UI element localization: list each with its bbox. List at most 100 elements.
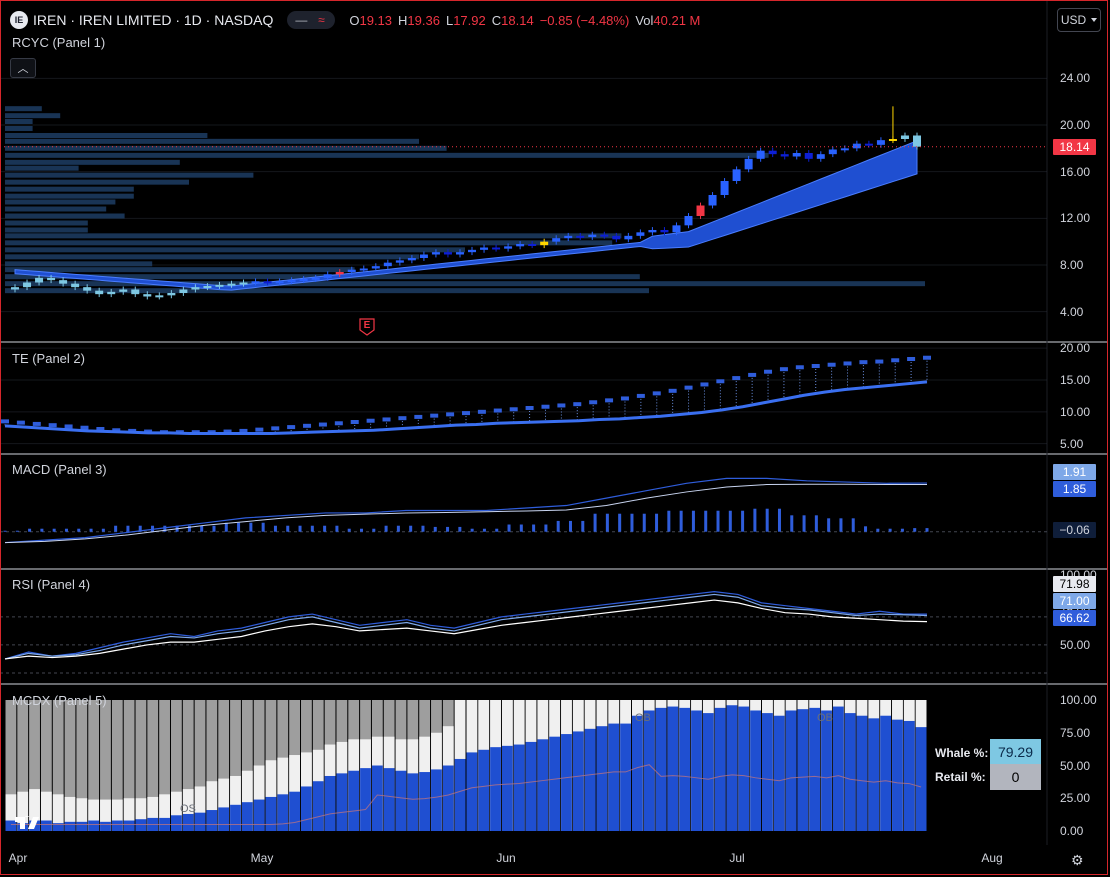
- mcdx-bg-bar: [5, 700, 17, 831]
- macd-histogram-bar: [89, 528, 93, 532]
- macd-histogram-bar: [347, 528, 351, 532]
- candle-body: [864, 143, 873, 146]
- te-cap: [764, 369, 773, 374]
- mcdx-retail-bar: [123, 798, 135, 831]
- currency-selector[interactable]: USD: [1057, 8, 1101, 32]
- volume-profile-bar: [5, 138, 419, 144]
- te-cap: [684, 385, 693, 390]
- te-cap: [907, 357, 916, 361]
- volume-profile-bar: [5, 220, 88, 226]
- mcdx-whale-bar: [253, 799, 265, 831]
- candle-body: [648, 230, 657, 233]
- candle-body: [35, 277, 44, 283]
- macd-histogram-bar: [323, 525, 327, 532]
- signal-badge: 1.85: [1053, 481, 1096, 497]
- candle-body: [107, 291, 116, 295]
- te-cap: [700, 382, 709, 387]
- macd-histogram-bar: [101, 528, 105, 532]
- mcdx-bg-bar: [241, 700, 253, 831]
- mcdx-whale-bar: [218, 807, 230, 831]
- macd-histogram-bar: [519, 524, 523, 532]
- macd-histogram-bar: [544, 524, 548, 532]
- macd-histogram-bar: [482, 528, 486, 532]
- volume-profile-bar: [5, 159, 180, 165]
- mcdx-whale-bar: [643, 710, 655, 831]
- macd-histogram-bar: [556, 520, 560, 532]
- mcdx-whale-bar: [691, 710, 702, 831]
- symbol-title[interactable]: IREN · IREN LIMITED · 1D · NASDAQ: [33, 12, 274, 28]
- collapse-button[interactable]: ︿: [10, 58, 36, 78]
- mcdx-whale-bar: [88, 820, 100, 831]
- candle-body: [131, 289, 140, 295]
- earnings-marker[interactable]: E: [359, 318, 375, 336]
- macd-histogram-bar: [532, 524, 536, 532]
- te-cap: [334, 421, 343, 426]
- te-cap: [477, 409, 486, 414]
- minus-icon[interactable]: —: [295, 13, 308, 27]
- candle-body: [239, 282, 248, 285]
- settings-gear-icon[interactable]: ⚙: [1071, 852, 1084, 868]
- mcdx-retail-bar: [29, 789, 40, 831]
- mcdx-whale-bar: [584, 728, 596, 831]
- mcdx-whale-bar: [395, 770, 407, 831]
- te-cap: [668, 388, 677, 393]
- tradingview-logo[interactable]: [15, 816, 47, 830]
- macd-histogram-bar: [421, 525, 425, 532]
- te-tick: 15.00: [1060, 373, 1091, 387]
- wave-icon[interactable]: ≈: [318, 13, 325, 27]
- macd-histogram-bar: [593, 513, 597, 532]
- mcdx-bg-bar: [17, 700, 29, 831]
- te-cap: [891, 358, 900, 363]
- te-cap: [716, 379, 725, 384]
- volume-profile-bar: [5, 281, 925, 287]
- candle-body: [359, 268, 368, 271]
- macd-histogram-bar: [114, 525, 118, 532]
- te-cap: [779, 367, 788, 372]
- macd-histogram-bar: [839, 518, 843, 532]
- candle-body: [888, 139, 897, 141]
- candle-body: [480, 247, 489, 250]
- macd-histogram-bar: [470, 528, 474, 532]
- macd-histogram-bar: [151, 525, 155, 532]
- mcdx-whale-bar: [856, 715, 868, 831]
- volume-profile-bar: [5, 172, 254, 178]
- te-line: [4, 380, 928, 435]
- candle-body: [83, 287, 92, 291]
- macd-signal-line: [4, 483, 927, 544]
- candle-body: [47, 277, 56, 281]
- macd-histogram-bar: [913, 528, 917, 532]
- macd-histogram-bar: [310, 525, 314, 532]
- candle-body: [732, 169, 741, 181]
- mcdx-tick: 100.00: [1060, 693, 1097, 707]
- macd-histogram-bar: [888, 528, 892, 532]
- te-cap: [859, 360, 868, 365]
- candle-body: [275, 281, 284, 284]
- series-toggle[interactable]: — ≈: [287, 11, 336, 29]
- macd-histogram-bar: [40, 528, 44, 532]
- macd-histogram-bar: [273, 525, 277, 532]
- x-axis-label: Jul: [729, 851, 744, 865]
- mcdx-bg-bar: [64, 700, 76, 831]
- mcdx-whale-bar: [631, 715, 643, 831]
- volume-profile-bar: [5, 261, 153, 267]
- volume-profile-bar: [5, 233, 622, 239]
- te-cap: [493, 408, 502, 413]
- volume-profile-bar: [5, 145, 447, 151]
- te-cap: [398, 416, 407, 421]
- candle-body: [263, 281, 272, 284]
- macd-histogram-bar: [237, 522, 241, 532]
- te-cap: [923, 355, 931, 360]
- mcdx-whale-bar: [348, 770, 360, 831]
- candle-body: [215, 284, 224, 287]
- candle-body: [552, 238, 561, 242]
- candle-body: [431, 252, 440, 255]
- candle-body: [311, 277, 320, 280]
- candle-body: [708, 195, 717, 206]
- mcdx-whale-bar: [111, 820, 123, 831]
- mcdx-whale-bar: [549, 736, 561, 831]
- panel-2-label: TE (Panel 2): [12, 351, 85, 366]
- macd-histogram-bar: [187, 525, 191, 532]
- mcdx-whale-bar: [182, 813, 194, 831]
- mcdx-whale-bar: [903, 720, 915, 831]
